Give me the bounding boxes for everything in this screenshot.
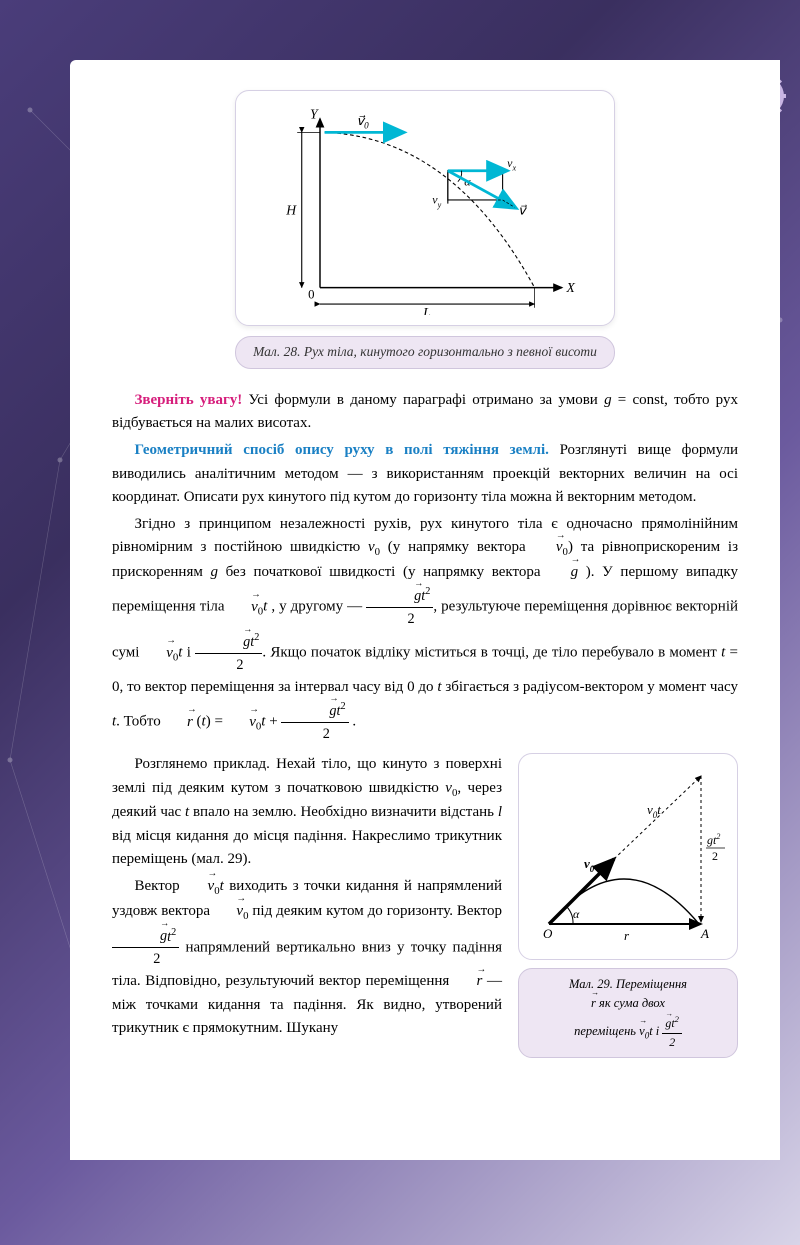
figure-29: O A r v0 v0t gt2 2 [518,753,738,960]
svg-text:v0t: v0t [647,802,661,820]
figure-28-caption: Мал. 28. Рух тіла, кинутого горизонтальн… [235,336,615,369]
L-label: L [422,305,431,315]
svg-text:2: 2 [712,849,718,863]
origin-label: 0 [308,288,314,302]
svg-text:r: r [624,928,630,943]
svg-text:v0: v0 [584,856,595,874]
velocity-decomp: vx α vy v⃗ [432,156,527,217]
para-5: Вектор v0t виходить з точки кидання й на… [112,875,502,1040]
para-attention: Зверніть увагу! Усі формули в даному пар… [112,389,738,436]
x-axis-label: X [566,280,576,295]
H-label: H [285,203,297,218]
page-number-text: 27 [757,88,772,105]
svg-text:vy: vy [432,193,441,210]
figure-29-caption: Мал. 29. Переміщення r як сума двох пере… [518,968,738,1058]
svg-text:O: O [543,926,553,941]
page-content: X Y 0 v⃗0 H L vx α vy [70,60,780,1160]
y-axis-label: Y [310,107,319,122]
v0-label: v⃗0 [357,114,370,131]
trajectory-curve [325,132,535,287]
para-3: Згідно з принципом незалежності рухів, р… [112,513,738,745]
svg-text:vx: vx [507,156,516,173]
figure-28: X Y 0 v⃗0 H L vx α vy [235,90,615,326]
svg-text:gt2: gt2 [707,832,720,847]
cap29-l2: як сума двох [599,996,665,1010]
svg-text:v⃗: v⃗ [518,204,527,218]
svg-text:A: A [700,926,709,941]
svg-text:α: α [573,907,580,921]
para-4: Розглянемо приклад. Нехай тіло, що кинут… [112,753,502,871]
para-geom-heading: Геометричний спосіб опису руху в полі тя… [112,439,738,509]
